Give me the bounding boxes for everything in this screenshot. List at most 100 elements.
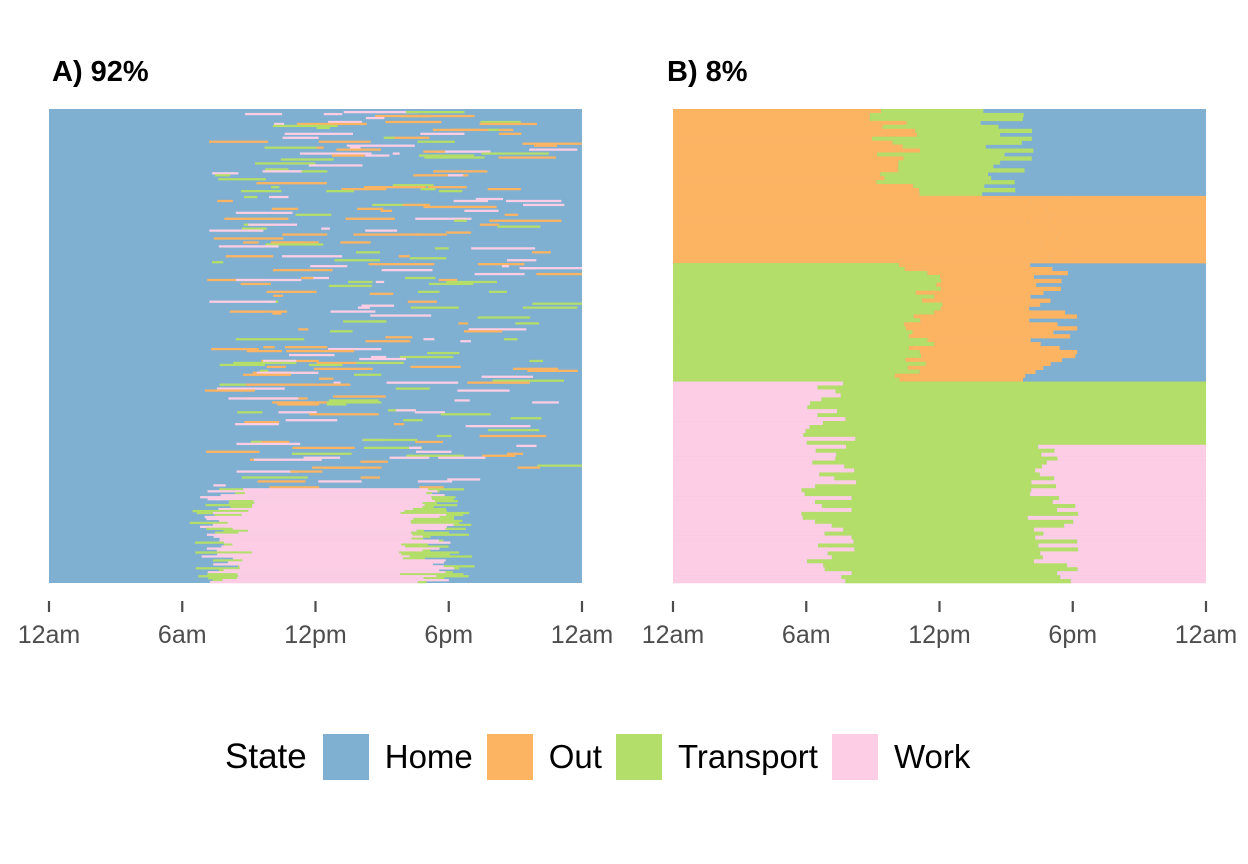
state-cell-transport (194, 541, 225, 544)
state-cell-transport (851, 496, 1059, 501)
state-cell-transport (410, 531, 450, 534)
state-cell-transport (454, 567, 460, 570)
state-cell-transport (417, 290, 440, 293)
state-cell-transport (413, 517, 454, 521)
state-cell-work (375, 280, 385, 284)
state-cell-work (232, 543, 402, 546)
state-cell-work (1031, 488, 1206, 493)
state-cell-work (1078, 547, 1206, 552)
state-cell-work (269, 195, 289, 199)
state-cell-transport (348, 280, 373, 284)
state-cell-work (1033, 559, 1206, 564)
state-cell-work (207, 498, 433, 501)
state-cell-out (522, 142, 582, 145)
state-cell-work (1054, 448, 1206, 453)
state-cell-work (282, 255, 343, 258)
state-cell-transport (851, 535, 1036, 540)
state-cell-work (435, 150, 491, 153)
state-cell-work (223, 569, 440, 572)
state-cell-out (393, 423, 405, 426)
state-cell-transport (208, 577, 238, 580)
state-cell-out (292, 446, 355, 449)
state-cell-transport (440, 413, 491, 416)
state-cell-transport (409, 555, 472, 558)
state-cell-transport (869, 112, 1024, 118)
state-cell-out (673, 243, 1042, 248)
state-cell-work (673, 492, 805, 497)
state-cell-out (673, 191, 920, 197)
state-cell-transport (488, 428, 540, 432)
state-cell-transport (801, 511, 1079, 517)
state-cell-transport (673, 314, 914, 319)
state-cell-out (272, 268, 333, 272)
state-cell-transport (673, 353, 922, 359)
state-cell-out (487, 188, 521, 191)
state-cell-out (942, 302, 1041, 307)
state-cell-work (236, 442, 301, 446)
state-cell-transport (400, 573, 464, 576)
state-cell-work (333, 381, 341, 384)
state-cell-out (673, 148, 920, 153)
state-cell-out (357, 207, 384, 211)
state-cell-out (941, 278, 1062, 284)
state-cell-out (1050, 215, 1206, 220)
x-tick-label: 12am (551, 621, 614, 649)
state-cell-work (673, 575, 842, 580)
state-cell-out (673, 112, 870, 118)
state-cell-work (1043, 531, 1206, 536)
state-cell-work (532, 401, 559, 404)
state-cell-out (482, 454, 516, 457)
state-cell-transport (436, 434, 452, 438)
state-cell-work (262, 170, 302, 173)
state-cell-work (522, 267, 582, 270)
state-cell-work (519, 267, 536, 270)
state-cell-work (673, 484, 816, 489)
state-cell-out (673, 172, 881, 177)
state-cell-transport (673, 298, 923, 303)
state-cell-work (673, 563, 824, 568)
state-cell-work (392, 152, 400, 155)
state-cell-transport (845, 417, 1206, 422)
state-cell-out (369, 292, 394, 295)
state-cell-work (395, 409, 417, 412)
state-cell-out (242, 237, 284, 240)
state-cell-transport (673, 267, 905, 272)
state-cell-out (271, 401, 331, 404)
state-cell-work (389, 456, 430, 459)
state-cell-work (206, 533, 413, 536)
state-cell-work (673, 448, 816, 453)
state-cell-out (915, 290, 1044, 295)
state-cell-work (361, 304, 395, 307)
state-cell-transport (884, 176, 992, 181)
state-cell-work (673, 456, 836, 461)
state-cell-out (673, 164, 899, 169)
state-cell-work (1042, 464, 1206, 469)
state-cell-work (1040, 551, 1206, 556)
state-cell-out (290, 470, 323, 473)
state-cell-work (318, 480, 362, 483)
state-cell-out (673, 188, 920, 193)
state-cell-work (673, 571, 852, 576)
state-cell-transport (427, 351, 460, 355)
state-cell-transport (492, 379, 564, 382)
state-cell-work (673, 519, 815, 525)
state-cell-out (286, 349, 355, 353)
state-cell-transport (198, 575, 239, 578)
state-cell-transport (196, 511, 214, 515)
state-cell-transport (237, 411, 263, 414)
state-cell-transport (416, 529, 425, 532)
state-cell-out (673, 223, 1068, 228)
state-cell-transport (401, 543, 429, 546)
state-cell-out (246, 349, 283, 353)
state-cell-transport (869, 116, 1023, 122)
state-cell-work (673, 579, 846, 584)
state-cell-transport (856, 480, 1032, 485)
state-cell-transport (854, 547, 1079, 552)
state-cell-out (1051, 251, 1206, 256)
state-cell-transport (673, 338, 928, 343)
state-cell-work (254, 502, 423, 505)
state-cell-work (241, 513, 447, 517)
state-cell-work (1066, 563, 1206, 568)
state-cell-work (209, 300, 276, 303)
state-cell-transport (919, 188, 1016, 193)
